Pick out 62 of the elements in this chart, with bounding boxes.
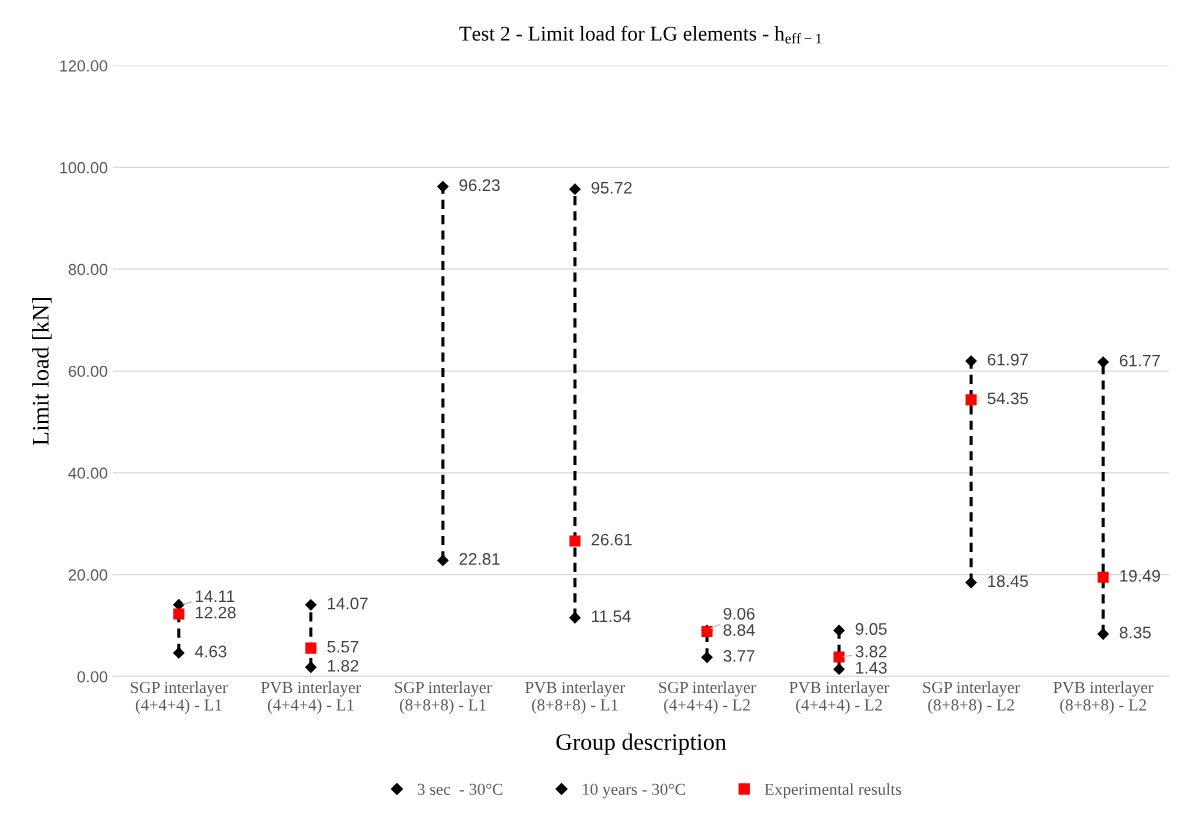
legend-label: Experimental results bbox=[764, 783, 902, 799]
data-label: 14.11 bbox=[195, 590, 235, 602]
x-tick-label: PVB interlayer (4+4+4) - L1 bbox=[261, 681, 361, 714]
x-tick-label: PVB interlayer (4+4+4) - L2 bbox=[789, 681, 890, 714]
x-tick-label: SGP interlayer (4+4+4) - L2 bbox=[659, 681, 756, 714]
data-label: 3.77 bbox=[723, 649, 755, 662]
data-label: 19.49 bbox=[1120, 569, 1160, 582]
point bbox=[833, 651, 845, 663]
data-label: 9.06 bbox=[723, 607, 755, 620]
data-label: 14.07 bbox=[327, 597, 368, 610]
data-label: 22.81 bbox=[459, 553, 500, 565]
data-label: 1.82 bbox=[327, 659, 359, 672]
x-tick-label: SGP interlayer (4+4+4) - L1 bbox=[130, 681, 228, 714]
data-label: 12.28 bbox=[195, 606, 236, 619]
data-label: 61.77 bbox=[1119, 354, 1160, 367]
point bbox=[304, 598, 317, 611]
point bbox=[437, 554, 449, 567]
data-label: 1.43 bbox=[856, 661, 887, 674]
data-label: 61.97 bbox=[987, 353, 1028, 366]
point bbox=[569, 183, 581, 196]
y-axis-title: Limit load [kN] bbox=[32, 298, 52, 446]
y-tick-label: 100.00 bbox=[60, 162, 108, 174]
data-label: 95.72 bbox=[591, 181, 632, 194]
y-tick-label: 80.00 bbox=[68, 263, 108, 276]
point bbox=[172, 647, 185, 659]
data-label: 4.63 bbox=[195, 645, 227, 658]
data-label: 18.45 bbox=[988, 575, 1028, 588]
data-label: 5.57 bbox=[327, 640, 359, 653]
data-label: 11.54 bbox=[592, 610, 631, 623]
point bbox=[1097, 571, 1109, 583]
data-label: 54.35 bbox=[987, 392, 1028, 405]
data-label: 9.05 bbox=[855, 623, 887, 635]
point bbox=[701, 651, 713, 664]
point bbox=[304, 661, 317, 674]
point bbox=[833, 663, 845, 676]
data-label: 96.23 bbox=[459, 179, 500, 192]
legend-label: 3 sec - 30°C bbox=[417, 783, 503, 795]
point bbox=[1097, 356, 1110, 368]
y-tick-label: 40.00 bbox=[68, 467, 108, 479]
point bbox=[437, 180, 449, 193]
y-tick-label: 120.00 bbox=[60, 60, 108, 72]
point bbox=[569, 535, 581, 547]
point bbox=[305, 642, 317, 654]
point bbox=[1097, 628, 1110, 640]
legend-label: 10 years - 30°C bbox=[583, 783, 685, 799]
x-tick-label: PVB interlayer (8+8+8) - L2 bbox=[1053, 681, 1154, 714]
x-tick-label: PVB interlayer (8+8+8) - L1 bbox=[525, 681, 626, 714]
data-label: 8.84 bbox=[723, 624, 755, 636]
x-tick-label: SGP interlayer (8+8+8) - L2 bbox=[923, 681, 1020, 714]
y-tick-label: 60.00 bbox=[68, 365, 108, 377]
data-label: 3.82 bbox=[855, 645, 887, 658]
data-label: 8.35 bbox=[1119, 626, 1151, 639]
chart-title: Test 2 - Limit load for LG elements - h$_{eff−1}$ bbox=[459, 25, 822, 44]
data-label: 26.61 bbox=[591, 533, 632, 546]
point bbox=[965, 355, 978, 367]
y-tick-label: 0.00 bbox=[77, 671, 108, 683]
point bbox=[965, 576, 978, 589]
x-tick-label: SGP interlayer (8+8+8) - L1 bbox=[395, 681, 492, 714]
point bbox=[965, 394, 977, 406]
x-axis-title: Group description bbox=[556, 733, 727, 755]
point bbox=[173, 608, 185, 620]
y-tick-label: 20.00 bbox=[68, 569, 108, 581]
